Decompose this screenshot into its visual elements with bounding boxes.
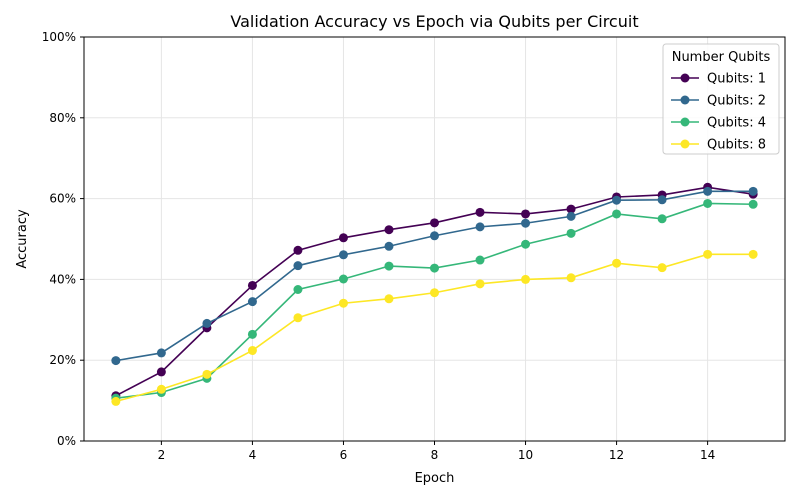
legend-item: Qubits: 4 [671, 116, 766, 131]
data-point [384, 241, 394, 251]
data-point [430, 263, 439, 273]
data-point [657, 214, 667, 224]
y-tick-label: 20% [49, 353, 76, 367]
series-group [111, 249, 758, 406]
data-point [384, 294, 394, 304]
data-point [521, 239, 531, 249]
data-point [293, 313, 303, 323]
legend-label: Qubits: 4 [707, 116, 766, 131]
x-axis-title: Epoch [415, 471, 455, 486]
data-point [748, 199, 758, 209]
data-point [475, 222, 485, 232]
data-point [475, 255, 485, 265]
data-point [202, 318, 212, 328]
x-tick-label: 8 [431, 448, 439, 462]
data-point [338, 233, 348, 243]
legend-title: Number Qubits [672, 50, 771, 65]
data-point [338, 298, 348, 308]
x-tick-label: 2 [158, 448, 166, 462]
data-point [612, 195, 622, 205]
x-tick-label: 14 [700, 448, 715, 462]
data-point [657, 263, 667, 273]
legend-item: Qubits: 1 [671, 72, 766, 87]
data-point [430, 218, 439, 228]
data-point [384, 261, 394, 271]
data-point [566, 228, 576, 238]
x-tick-label: 4 [249, 448, 257, 462]
y-tick-label: 100% [42, 30, 76, 44]
data-point [566, 273, 576, 283]
legend-label: Qubits: 1 [707, 72, 766, 87]
data-point [111, 356, 121, 366]
data-point [247, 297, 257, 307]
data-point [430, 231, 439, 241]
data-point [521, 209, 531, 219]
data-point [384, 225, 394, 235]
legend-label: Qubits: 8 [707, 138, 766, 153]
data-point [612, 209, 622, 219]
legend-swatch-marker [680, 117, 690, 127]
data-point [475, 279, 485, 289]
x-tick-label: 12 [609, 448, 624, 462]
data-point [566, 211, 576, 221]
data-point [521, 218, 531, 228]
legend-swatch-marker [680, 73, 690, 83]
series-group [111, 186, 758, 366]
data-point [202, 369, 212, 379]
y-tick-label: 0% [57, 434, 76, 448]
data-point [521, 274, 531, 284]
legend-swatch-marker [680, 139, 690, 149]
x-tick-label: 10 [518, 448, 533, 462]
data-point [703, 249, 713, 259]
data-point [566, 204, 576, 214]
legend-label: Qubits: 2 [707, 94, 766, 109]
data-point [156, 348, 166, 358]
axis-ticks: 2 4 6 8 10 12 14 0% 20% 40% 60% 80% 100% [42, 30, 716, 462]
legend-item: Qubits: 8 [671, 138, 766, 153]
legend-item: Qubits: 2 [671, 94, 766, 109]
data-point [430, 288, 439, 298]
data-point [612, 258, 622, 268]
y-tick-label: 60% [49, 192, 76, 206]
y-axis-title: Accuracy [15, 209, 30, 269]
data-point [247, 329, 257, 339]
data-point [338, 250, 348, 260]
chart-title: Validation Accuracy vs Epoch via Qubits … [230, 12, 638, 31]
data-point [293, 245, 303, 255]
data-point [703, 186, 713, 196]
data-point [293, 261, 303, 271]
data-point [748, 186, 758, 196]
data-point [748, 249, 758, 259]
data-point [247, 280, 257, 290]
legend-items: Qubits: 1 Qubits: 2 Qubits: 4 Qubits: 8 [671, 72, 766, 153]
data-point [338, 274, 348, 284]
series-group [111, 182, 758, 406]
data-point [156, 384, 166, 394]
data-point [657, 195, 667, 205]
legend-swatch-marker [680, 95, 690, 105]
x-tick-label: 6 [340, 448, 348, 462]
data-point [475, 207, 485, 217]
y-tick-label: 40% [49, 272, 76, 286]
data-point [703, 198, 713, 208]
data-point [111, 396, 121, 406]
data-point [247, 346, 257, 356]
data-point [293, 285, 303, 294]
legend-box [662, 43, 780, 155]
y-tick-label: 80% [49, 111, 76, 125]
data-point [156, 367, 166, 377]
